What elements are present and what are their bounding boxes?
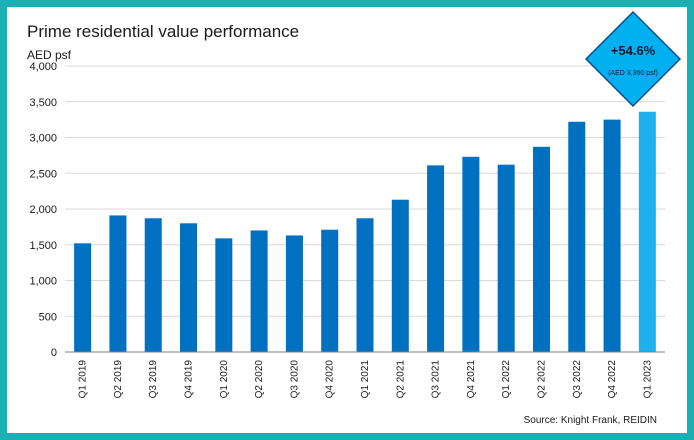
x-tick-label: Q3 2020 [289, 360, 300, 399]
bar-q4-2021 [462, 156, 480, 352]
y-axis-ticks: 0 500 1,000 1,500 2,000 2,500 3,000 3,500 4,000 [29, 61, 57, 359]
x-tick-label: Q4 2020 [325, 360, 336, 399]
bar-chart: Prime residential value performance AED … [27, 10, 682, 426]
x-tick-label: Q1 2021 [360, 360, 371, 399]
callout-percentage: +54.6% [611, 43, 656, 58]
bar-q1-2023 [638, 111, 656, 352]
x-tick-label: Q3 2022 [572, 360, 583, 399]
x-axis-ticks: Q1 2019 Q2 2019 Q3 2019 Q4 2019 Q1 2020 Q2 20… [78, 360, 654, 399]
bars [74, 111, 656, 353]
callout-value: (AED 3,360 psf) [608, 70, 658, 77]
x-tick-label: Q3 2019 [148, 360, 159, 399]
bar-q1-2020 [215, 238, 233, 352]
bar-q2-2021 [391, 199, 409, 352]
bar-q2-2020 [250, 230, 268, 352]
bar-q1-2019 [74, 243, 92, 352]
bar-q2-2019 [109, 215, 127, 352]
bar-q2-2022 [532, 146, 550, 352]
growth-callout: +54.6% (AED 3,360 psf) [584, 10, 682, 108]
x-tick-label: Q4 2022 [607, 360, 618, 399]
callout-diamond [584, 10, 682, 108]
y-tick-label: 4,000 [29, 61, 57, 73]
x-tick-label: Q2 2020 [254, 360, 265, 399]
bar-q3-2020 [285, 235, 303, 352]
y-tick-label: 3,000 [29, 133, 57, 145]
bar-q4-2020 [321, 229, 339, 352]
y-tick-label: 500 [39, 311, 57, 323]
x-tick-label: Q1 2022 [501, 360, 512, 399]
x-tick-label: Q4 2021 [466, 360, 477, 399]
x-tick-label: Q1 2019 [78, 360, 89, 399]
bar-q3-2021 [427, 165, 445, 352]
y-tick-label: 2,500 [29, 168, 57, 180]
x-tick-label: Q2 2022 [536, 360, 547, 399]
x-tick-label: Q3 2021 [431, 360, 442, 399]
bar-q4-2022 [603, 119, 621, 352]
bar-q1-2022 [497, 164, 515, 352]
bar-q1-2021 [356, 218, 374, 352]
bar-q3-2019 [144, 218, 162, 352]
y-tick-label: 0 [51, 347, 57, 359]
y-tick-label: 2,000 [29, 204, 57, 216]
y-tick-label: 1,500 [29, 240, 57, 252]
x-tick-label: Q2 2019 [113, 360, 124, 399]
bar-q3-2022 [568, 121, 586, 353]
x-tick-label: Q1 2020 [219, 360, 230, 399]
source-note: Source: Knight Frank, REIDIN [524, 415, 657, 426]
chart-title: Prime residential value performance [27, 22, 299, 41]
y-tick-label: 3,500 [29, 97, 57, 109]
y-tick-label: 1,000 [29, 276, 57, 288]
x-tick-label: Q2 2021 [395, 360, 406, 399]
x-tick-label: Q1 2023 [642, 360, 653, 399]
y-axis-unit-label: AED psf [27, 48, 72, 62]
x-tick-label: Q4 2019 [184, 360, 195, 399]
bar-q4-2019 [180, 223, 198, 352]
